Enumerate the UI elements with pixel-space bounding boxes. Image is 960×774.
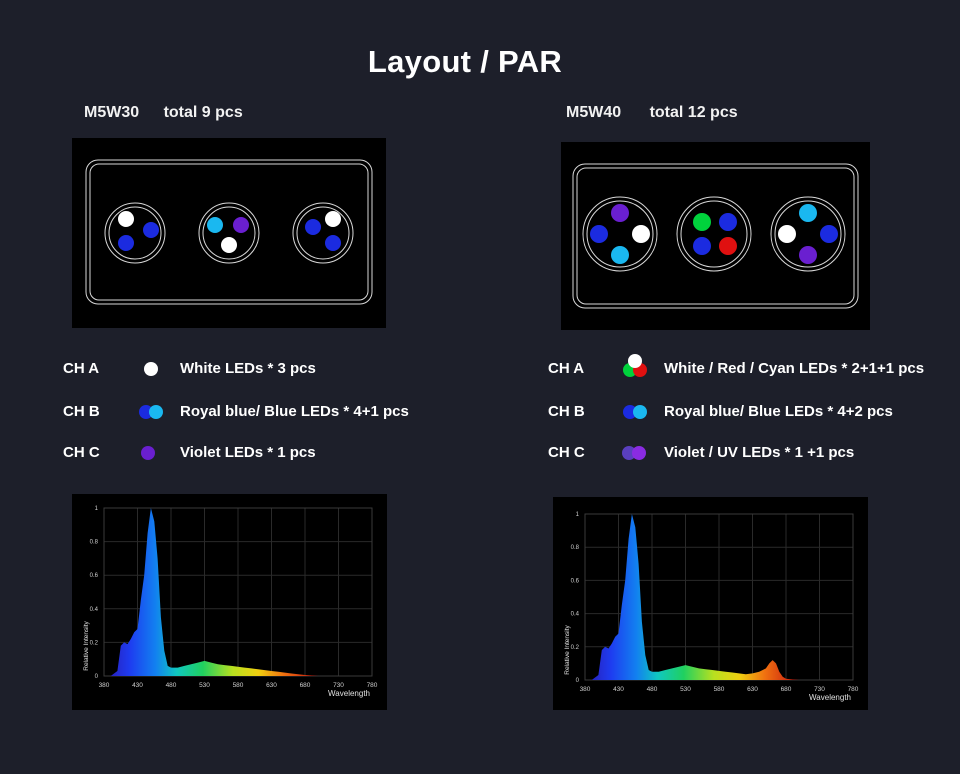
led-royal-blue	[590, 225, 608, 243]
led-white	[325, 211, 341, 227]
y-axis-label: Relative Intensity	[83, 621, 90, 671]
y-tick-label: 0.6	[90, 573, 99, 579]
white-led-icon	[144, 362, 158, 376]
led-royal-blue	[719, 213, 737, 231]
led-cluster	[582, 196, 658, 272]
rgb-led-icon	[623, 354, 647, 377]
y-tick-label: 0.8	[90, 540, 99, 546]
y-tick-label: 0.6	[571, 578, 580, 584]
model-name: M5W30	[84, 104, 140, 121]
y-tick-label: 0.8	[571, 545, 580, 551]
x-tick-label: 380	[580, 686, 591, 693]
x-tick-label: 480	[647, 686, 658, 693]
spectrum-chart-left: 380 430 480 530 580 630 680 730 780 0 0.2 0.4 0.6 0.8…	[72, 494, 387, 710]
y-tick-label: 0	[576, 678, 580, 684]
y-tick-label: 1	[576, 512, 580, 518]
led-royal-blue	[820, 225, 838, 243]
x-tick-label: 430	[613, 686, 624, 693]
led-cyan	[207, 217, 223, 233]
y-tick-label: 0	[95, 674, 99, 680]
model-header-left: M5W30 total 9 pcs	[84, 104, 243, 122]
led-cyan	[611, 246, 629, 264]
channel-text: Violet LEDs * 1 pcs	[180, 444, 316, 461]
led-white	[118, 211, 134, 227]
x-tick-label: 530	[199, 682, 210, 689]
channel-label: CH C	[548, 444, 585, 461]
led-royal-blue	[305, 219, 321, 235]
model-total: total 12 pcs	[649, 104, 738, 121]
led-white	[221, 237, 237, 253]
channel-text: White / Red / Cyan LEDs * 2+1+1 pcs	[664, 360, 925, 377]
led-royal-blue	[118, 235, 134, 251]
led-violet	[233, 217, 249, 233]
violet-led-icon	[141, 446, 155, 460]
led-royal-blue	[325, 235, 341, 251]
fixture-diagram	[572, 163, 859, 309]
y-tick-label: 1	[95, 506, 99, 512]
channel-text: Royal blue/ Blue LEDs * 4+2 pcs	[664, 403, 893, 420]
led-royal-blue	[693, 237, 711, 255]
x-tick-label: 680	[300, 682, 311, 689]
x-tick-label: 730	[333, 682, 344, 689]
led-cluster	[104, 202, 166, 264]
x-axis-label: Wavelength	[809, 693, 851, 702]
model-total: total 9 pcs	[163, 104, 243, 121]
x-tick-label: 780	[848, 686, 859, 693]
royal-blue-led-icon	[623, 405, 647, 419]
x-tick-label: 380	[99, 682, 110, 689]
x-tick-label: 530	[680, 686, 691, 693]
channel-label: CH B	[63, 403, 100, 420]
channel-text: White LEDs * 3 pcs	[180, 360, 316, 377]
violet-uv-led-icon	[622, 446, 646, 460]
led-white	[778, 225, 796, 243]
y-axis-label: Relative Intensity	[564, 625, 571, 675]
y-tick-label: 0.2	[571, 645, 580, 651]
led-white	[632, 225, 650, 243]
page-title: Layout / PAR	[367, 44, 563, 79]
x-axis-label: Wavelength	[328, 689, 370, 698]
y-tick-label: 0.2	[90, 640, 99, 646]
x-tick-label: 580	[714, 686, 725, 693]
spectrum-area	[585, 514, 800, 680]
fixture-layout-right	[561, 142, 870, 330]
x-tick-label: 630	[266, 682, 277, 689]
channel-label: CH C	[63, 444, 100, 461]
led-violet	[799, 246, 817, 264]
x-tick-label: 630	[747, 686, 758, 693]
royal-blue-led-icon	[139, 405, 163, 419]
led-green	[693, 213, 711, 231]
led-cluster	[770, 196, 846, 272]
led-cyan	[799, 204, 817, 222]
y-tick-label: 0.4	[571, 612, 580, 618]
channel-text: Royal blue/ Blue LEDs * 4+1 pcs	[180, 403, 409, 420]
x-tick-label: 430	[132, 682, 143, 689]
led-royal-blue	[143, 222, 159, 238]
x-tick-label: 780	[367, 682, 378, 689]
spectrum-chart-right: 380 430 480 530 580 630 680 730 780 0 0.2 0.4 0.6 0.8…	[553, 497, 868, 710]
spectrum-chart-svg: 380 430 480 530 580 630 680 730 780 0 0.2 0.4 0.6 0.8…	[83, 506, 378, 698]
led-violet	[611, 204, 629, 222]
spectrum-chart-svg: 380 430 480 530 580 630 680 730 780 0 0.2 0.4 0.6 0.8…	[564, 512, 859, 702]
channel-label: CH A	[63, 360, 100, 377]
channel-label: CH B	[548, 403, 585, 420]
x-tick-label: 580	[233, 682, 244, 689]
led-cluster	[676, 196, 752, 272]
led-cluster	[292, 202, 354, 264]
fixture-diagram	[85, 159, 373, 305]
spectrum-area	[104, 508, 319, 676]
model-header-right: M5W40 total 12 pcs	[566, 104, 738, 122]
model-name: M5W40	[566, 104, 622, 121]
led-cluster	[198, 202, 260, 264]
x-tick-label: 480	[166, 682, 177, 689]
x-tick-label: 680	[781, 686, 792, 693]
channel-text: Violet / UV LEDs * 1 +1 pcs	[664, 444, 855, 461]
led-red	[719, 237, 737, 255]
x-tick-label: 730	[814, 686, 825, 693]
y-tick-label: 0.4	[90, 607, 99, 613]
fixture-layout-left	[72, 138, 386, 328]
channel-label: CH A	[548, 360, 585, 377]
